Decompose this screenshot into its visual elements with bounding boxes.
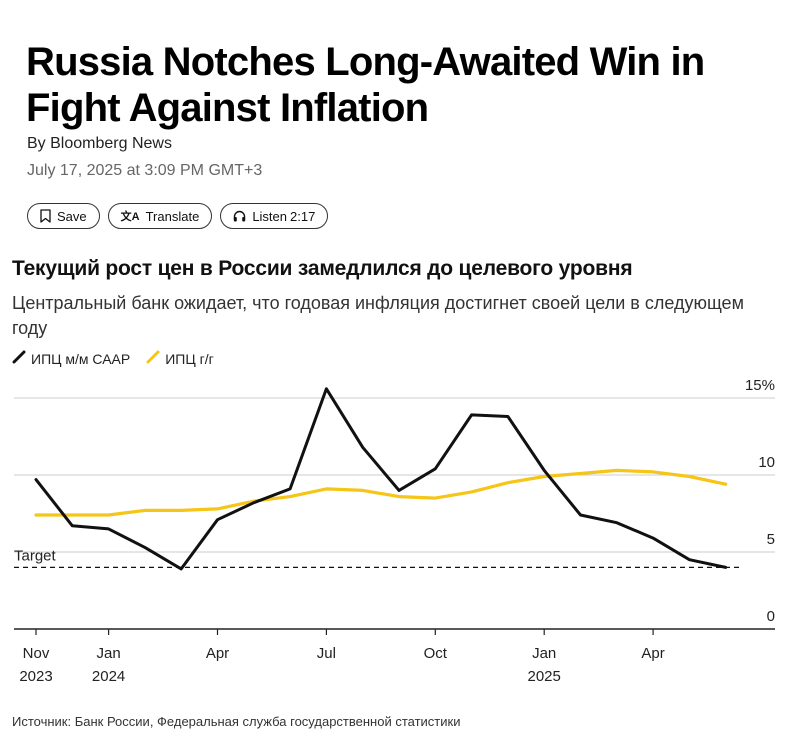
target-label: Target	[14, 547, 57, 564]
chart-title: Текущий рост цен в России замедлился до …	[12, 257, 633, 280]
legend-item-yoy: ИПЦ г/г	[146, 350, 214, 367]
legend-swatch-yoy	[146, 350, 160, 367]
x-tick-label-year: 2025	[528, 668, 561, 685]
headphones-icon	[233, 210, 246, 222]
x-tick-label-month: Apr	[641, 645, 664, 662]
x-tick-label-month: Jan	[97, 645, 121, 662]
x-tick-label-month: Jul	[317, 645, 336, 662]
y-tick-label-15: 15%	[745, 377, 775, 394]
y-tick-label-10: 10	[758, 454, 775, 471]
chart-source: Источник: Банк России, Федеральная служб…	[12, 714, 461, 729]
x-tick-label-month: Oct	[424, 645, 448, 662]
legend-label-saar: ИПЦ м/м СААР	[31, 350, 131, 367]
translate-icon: 文A	[120, 211, 140, 223]
legend-item-saar: ИПЦ м/м СААР	[12, 350, 130, 367]
save-button[interactable]: Save	[27, 203, 100, 229]
series-line-cpi-mm-saar	[34, 387, 728, 571]
article-headline: Russia Notches Long-Awaited Win in Fight…	[26, 39, 705, 130]
series-line-cpi-yoy	[34, 468, 728, 517]
article-byline[interactable]: By Bloomberg News	[27, 135, 172, 152]
x-tick-label-month: Nov	[23, 645, 50, 662]
article-date: July 17, 2025 at 3:09 PM GMT+3	[27, 162, 263, 179]
x-tick-label-month: Jan	[532, 645, 556, 662]
listen-label: Listen	[252, 208, 288, 224]
chart-legend: ИПЦ м/м СААР ИПЦ г/г	[12, 350, 214, 367]
listen-duration: 2:17	[290, 208, 316, 224]
chart-subtitle: Центральный банк ожидает, что годовая ин…	[12, 293, 744, 338]
translate-button[interactable]: 文A Translate	[107, 203, 213, 229]
bookmark-icon	[40, 209, 51, 223]
listen-button[interactable]: Listen 2:17	[220, 203, 329, 229]
legend-swatch-saar	[12, 350, 26, 367]
y-tick-label-5: 5	[767, 531, 775, 548]
article-actions: Save 文A Translate Listen 2:17	[27, 203, 329, 229]
x-tick-label-month: Apr	[206, 645, 229, 662]
save-label: Save	[57, 208, 87, 224]
legend-label-yoy: ИПЦ г/г	[165, 350, 214, 367]
x-tick-label-year: 2024	[92, 668, 125, 685]
x-tick-label-year: 2023	[19, 668, 52, 685]
y-tick-label-0: 0	[767, 608, 775, 625]
translate-label: Translate	[145, 208, 200, 224]
